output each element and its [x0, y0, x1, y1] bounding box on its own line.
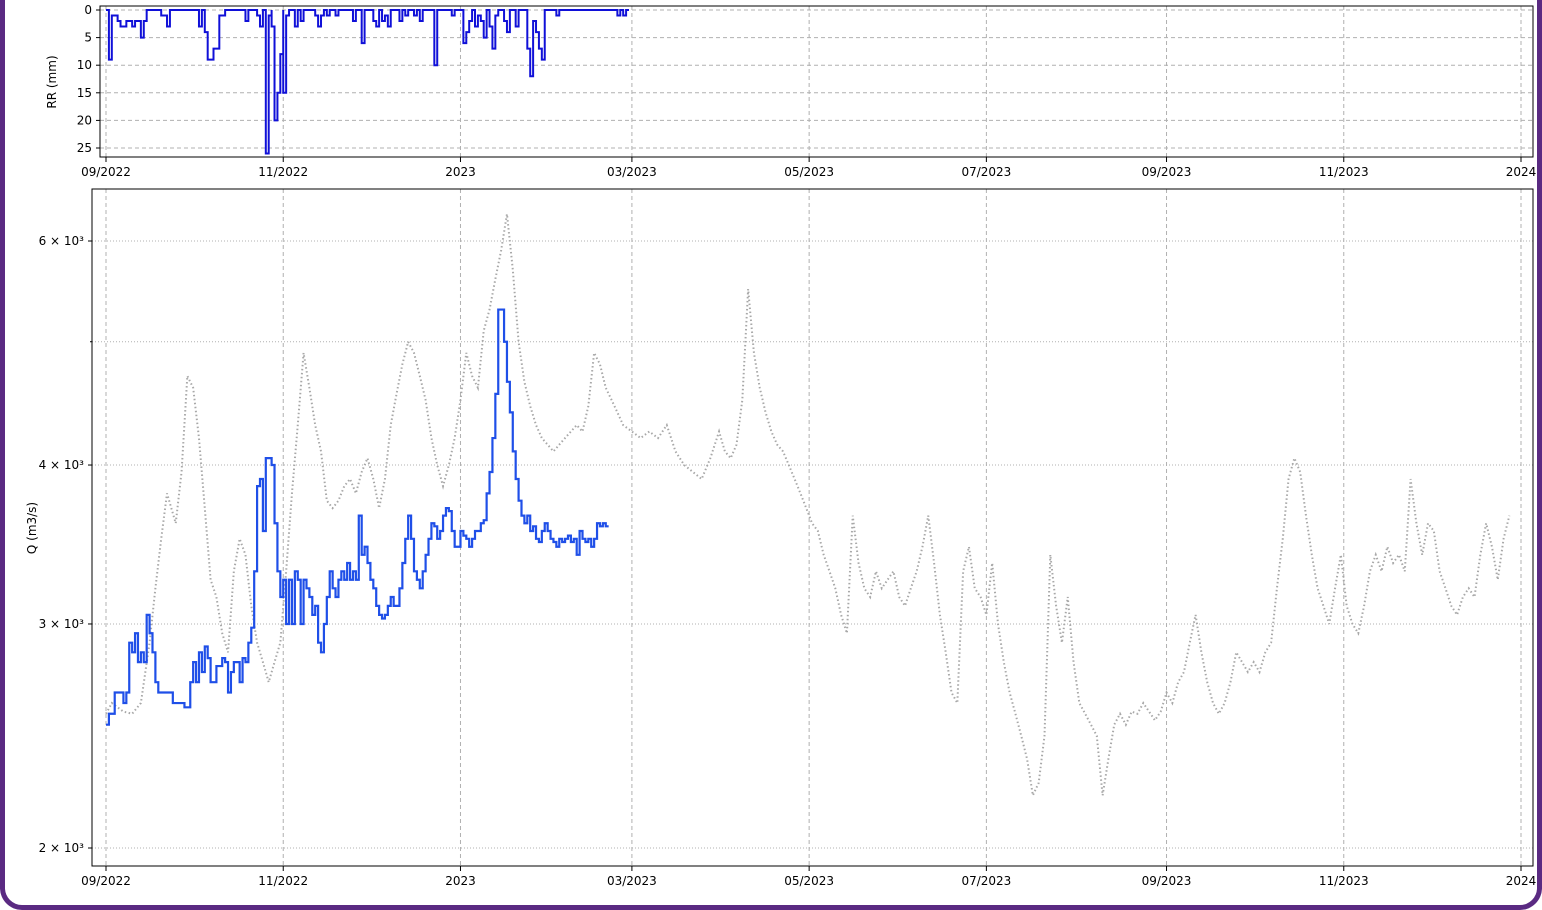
rainfall-x-tick-label: 2023 — [445, 165, 476, 179]
rainfall-y-axis-label: RR (mm) — [45, 55, 59, 108]
rainfall-y-tick-label: 10 — [77, 58, 92, 72]
rainfall-series-line — [106, 9, 629, 155]
discharge-series-observed — [106, 308, 609, 726]
rainfall-x-tick-label: 07/2023 — [961, 165, 1011, 179]
discharge-x-tick-label: 07/2023 — [961, 874, 1011, 888]
discharge-y-tick-label: 6 × 10³ — [39, 234, 85, 248]
discharge-y-tick-label: 3 × 10³ — [39, 617, 85, 631]
discharge-panel: 2 × 10³ 3 × 10³ 4 × 10³ 6 × 10³ 09/2022 11/2… — [25, 188, 1536, 888]
discharge-y-ticks: 2 × 10³ 3 × 10³ 4 × 10³ 6 × 10³ — [39, 234, 92, 855]
discharge-x-tick-label: 2024 — [1506, 874, 1537, 888]
rainfall-x-tick-label: 09/2023 — [1142, 165, 1192, 179]
rainfall-x-tick-label: 11/2023 — [1319, 165, 1369, 179]
rainfall-grid — [100, 6, 1533, 157]
discharge-series — [105, 213, 1511, 799]
rainfall-x-tick-label: 03/2023 — [607, 165, 657, 179]
discharge-y-axis-label: Q (m3/s) — [25, 502, 39, 554]
discharge-x-tick-label: 09/2023 — [1142, 874, 1192, 888]
discharge-x-tick-label: 2023 — [445, 874, 476, 888]
discharge-x-ticks: 09/2022 11/2022 2023 03/2023 05/2023 07/2023 0… — [81, 866, 1536, 888]
rainfall-y-tick-label: 5 — [84, 31, 92, 45]
rainfall-y-tick-label: 25 — [77, 141, 92, 155]
discharge-x-tick-label: 05/2023 — [784, 874, 834, 888]
rainfall-x-tick-label: 11/2022 — [258, 165, 308, 179]
discharge-x-tick-label: 03/2023 — [607, 874, 657, 888]
rainfall-x-tick-label: 2024 — [1506, 165, 1537, 179]
rainfall-y-ticks: 0 5 10 15 20 25 — [77, 3, 100, 155]
rainfall-y-tick-label: 20 — [77, 113, 92, 127]
rainfall-y-tick-label: 0 — [84, 3, 92, 17]
discharge-x-tick-label: 11/2022 — [258, 874, 308, 888]
discharge-y-tick-label: 2 × 10³ — [39, 841, 85, 855]
rainfall-series — [106, 9, 629, 155]
discharge-x-tick-label: 09/2022 — [81, 874, 131, 888]
rainfall-x-tick-label: 05/2023 — [784, 165, 834, 179]
discharge-y-tick-label: 4 × 10³ — [39, 458, 85, 472]
rainfall-panel: 0 5 10 15 20 25 09/2022 11/2022 2023 03/2023 05/2… — [45, 3, 1536, 179]
rainfall-x-tick-label: 09/2022 — [81, 165, 131, 179]
rainfall-x-ticks: 09/2022 11/2022 2023 03/2023 05/2023 07/2023 0… — [81, 157, 1536, 179]
discharge-x-tick-label: 11/2023 — [1319, 874, 1369, 888]
discharge-grid — [92, 189, 1533, 866]
discharge-series-dotted — [105, 213, 1511, 799]
rainfall-axes-frame — [99, 5, 1534, 158]
rainfall-y-tick-label: 15 — [77, 86, 92, 100]
discharge-axes-frame — [91, 188, 1534, 867]
